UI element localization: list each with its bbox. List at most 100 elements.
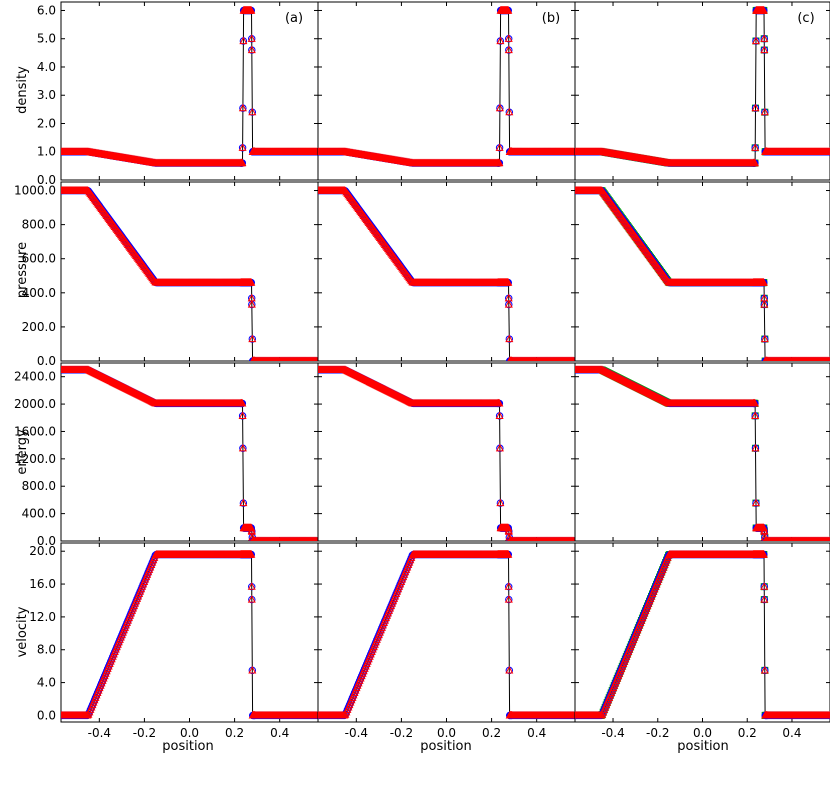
data-point	[751, 143, 760, 151]
data-point	[118, 382, 127, 391]
data-point	[504, 45, 513, 54]
panel-plot-area	[575, 186, 830, 361]
data-point	[313, 356, 318, 361]
y-tick-label: 1000.0	[14, 184, 56, 198]
series-circle-markers	[318, 366, 575, 541]
data-point	[505, 107, 514, 116]
data-point	[145, 395, 154, 404]
data-point	[147, 396, 156, 405]
data-point	[91, 369, 100, 377]
y-tick-label: 1200.0	[14, 452, 56, 466]
data-point	[496, 36, 505, 45]
data-point	[571, 356, 575, 361]
data-point	[98, 372, 107, 381]
data-point	[85, 366, 94, 374]
data-point	[315, 536, 318, 541]
panel-plot-area	[575, 6, 830, 167]
y-tick-label: 600.0	[22, 252, 56, 266]
panel-density-c: (c)	[574, 1, 830, 181]
data-point	[759, 278, 768, 286]
data-point	[106, 376, 115, 385]
data-point	[248, 107, 257, 116]
y-tick-label: 2000.0	[14, 397, 56, 411]
data-point	[133, 389, 142, 398]
data-point	[114, 380, 123, 389]
data-point	[238, 411, 247, 419]
series-circle-markers	[61, 6, 318, 167]
series-triangle-markers	[318, 6, 575, 167]
data-point	[101, 374, 110, 382]
panel-plot-area	[318, 6, 575, 167]
data-point	[248, 334, 257, 343]
data-point	[495, 158, 504, 167]
panel-tag: (b)	[542, 11, 560, 26]
data-point	[763, 147, 772, 155]
series-triangle-markers	[575, 186, 830, 361]
data-point	[127, 387, 137, 395]
data-point	[760, 45, 769, 54]
data-point	[116, 381, 125, 390]
data-point	[135, 390, 144, 399]
data-point	[104, 375, 113, 384]
series-circle-markers	[61, 366, 318, 541]
data-point	[247, 523, 256, 532]
data-point	[134, 390, 143, 398]
series-square-markers	[575, 6, 830, 167]
data-point	[92, 369, 101, 378]
data-point	[570, 356, 575, 361]
data-point	[86, 366, 95, 375]
y-tick-label: 800.0	[22, 218, 56, 232]
data-point	[238, 158, 247, 167]
panel-plot-area	[318, 186, 575, 361]
data-point	[760, 107, 769, 116]
series-triangle-markers	[61, 365, 318, 541]
data-point	[495, 103, 504, 112]
y-tick-label: 5.0	[37, 32, 56, 46]
series-triangle-markers	[61, 186, 318, 361]
data-point	[122, 384, 131, 393]
exact-solution-line	[575, 190, 830, 361]
exact-solution-line	[575, 10, 830, 164]
data-point	[137, 391, 146, 400]
data-point	[238, 103, 247, 112]
data-point	[88, 367, 97, 376]
data-point	[143, 394, 152, 403]
data-point	[94, 370, 103, 379]
data-point	[751, 103, 760, 112]
panel-pressure-c	[574, 181, 830, 362]
y-tick-label: 2400.0	[14, 370, 56, 384]
data-point	[124, 385, 134, 394]
exact-solution-line	[318, 190, 575, 361]
y-tick-label: 400.0	[22, 507, 56, 521]
series-circle-markers	[61, 186, 318, 361]
data-point	[131, 388, 140, 397]
data-point	[247, 45, 256, 54]
data-point	[238, 443, 247, 452]
panel-pressure-a	[60, 181, 319, 362]
data-point	[314, 356, 318, 361]
data-point	[121, 384, 130, 392]
y-tick-label: 1600.0	[14, 424, 56, 438]
y-tick-label: 400.0	[22, 286, 56, 300]
data-point	[504, 278, 513, 286]
y-tick-label: 1.0	[37, 145, 56, 159]
data-point	[108, 377, 117, 386]
data-point	[87, 367, 96, 375]
series-triangle-markers	[318, 186, 575, 361]
data-point	[139, 392, 148, 401]
panels-group: 0.01.02.03.04.05.06.0(a) (b) (c)0.0200.040…	[14, 1, 830, 740]
data-point	[96, 371, 105, 380]
data-point	[760, 334, 769, 343]
data-point	[247, 300, 256, 308]
data-point	[252, 356, 258, 361]
series-circle-markers	[318, 186, 575, 361]
y-tick-label: 800.0	[22, 479, 56, 493]
y-tick-label: 0.0	[37, 534, 56, 548]
data-point	[93, 370, 102, 378]
data-point	[117, 382, 126, 390]
data-point	[247, 34, 256, 42]
series-square-markers	[575, 187, 830, 361]
panel-tag: (c)	[797, 11, 814, 26]
panel-plot-area	[318, 365, 575, 541]
